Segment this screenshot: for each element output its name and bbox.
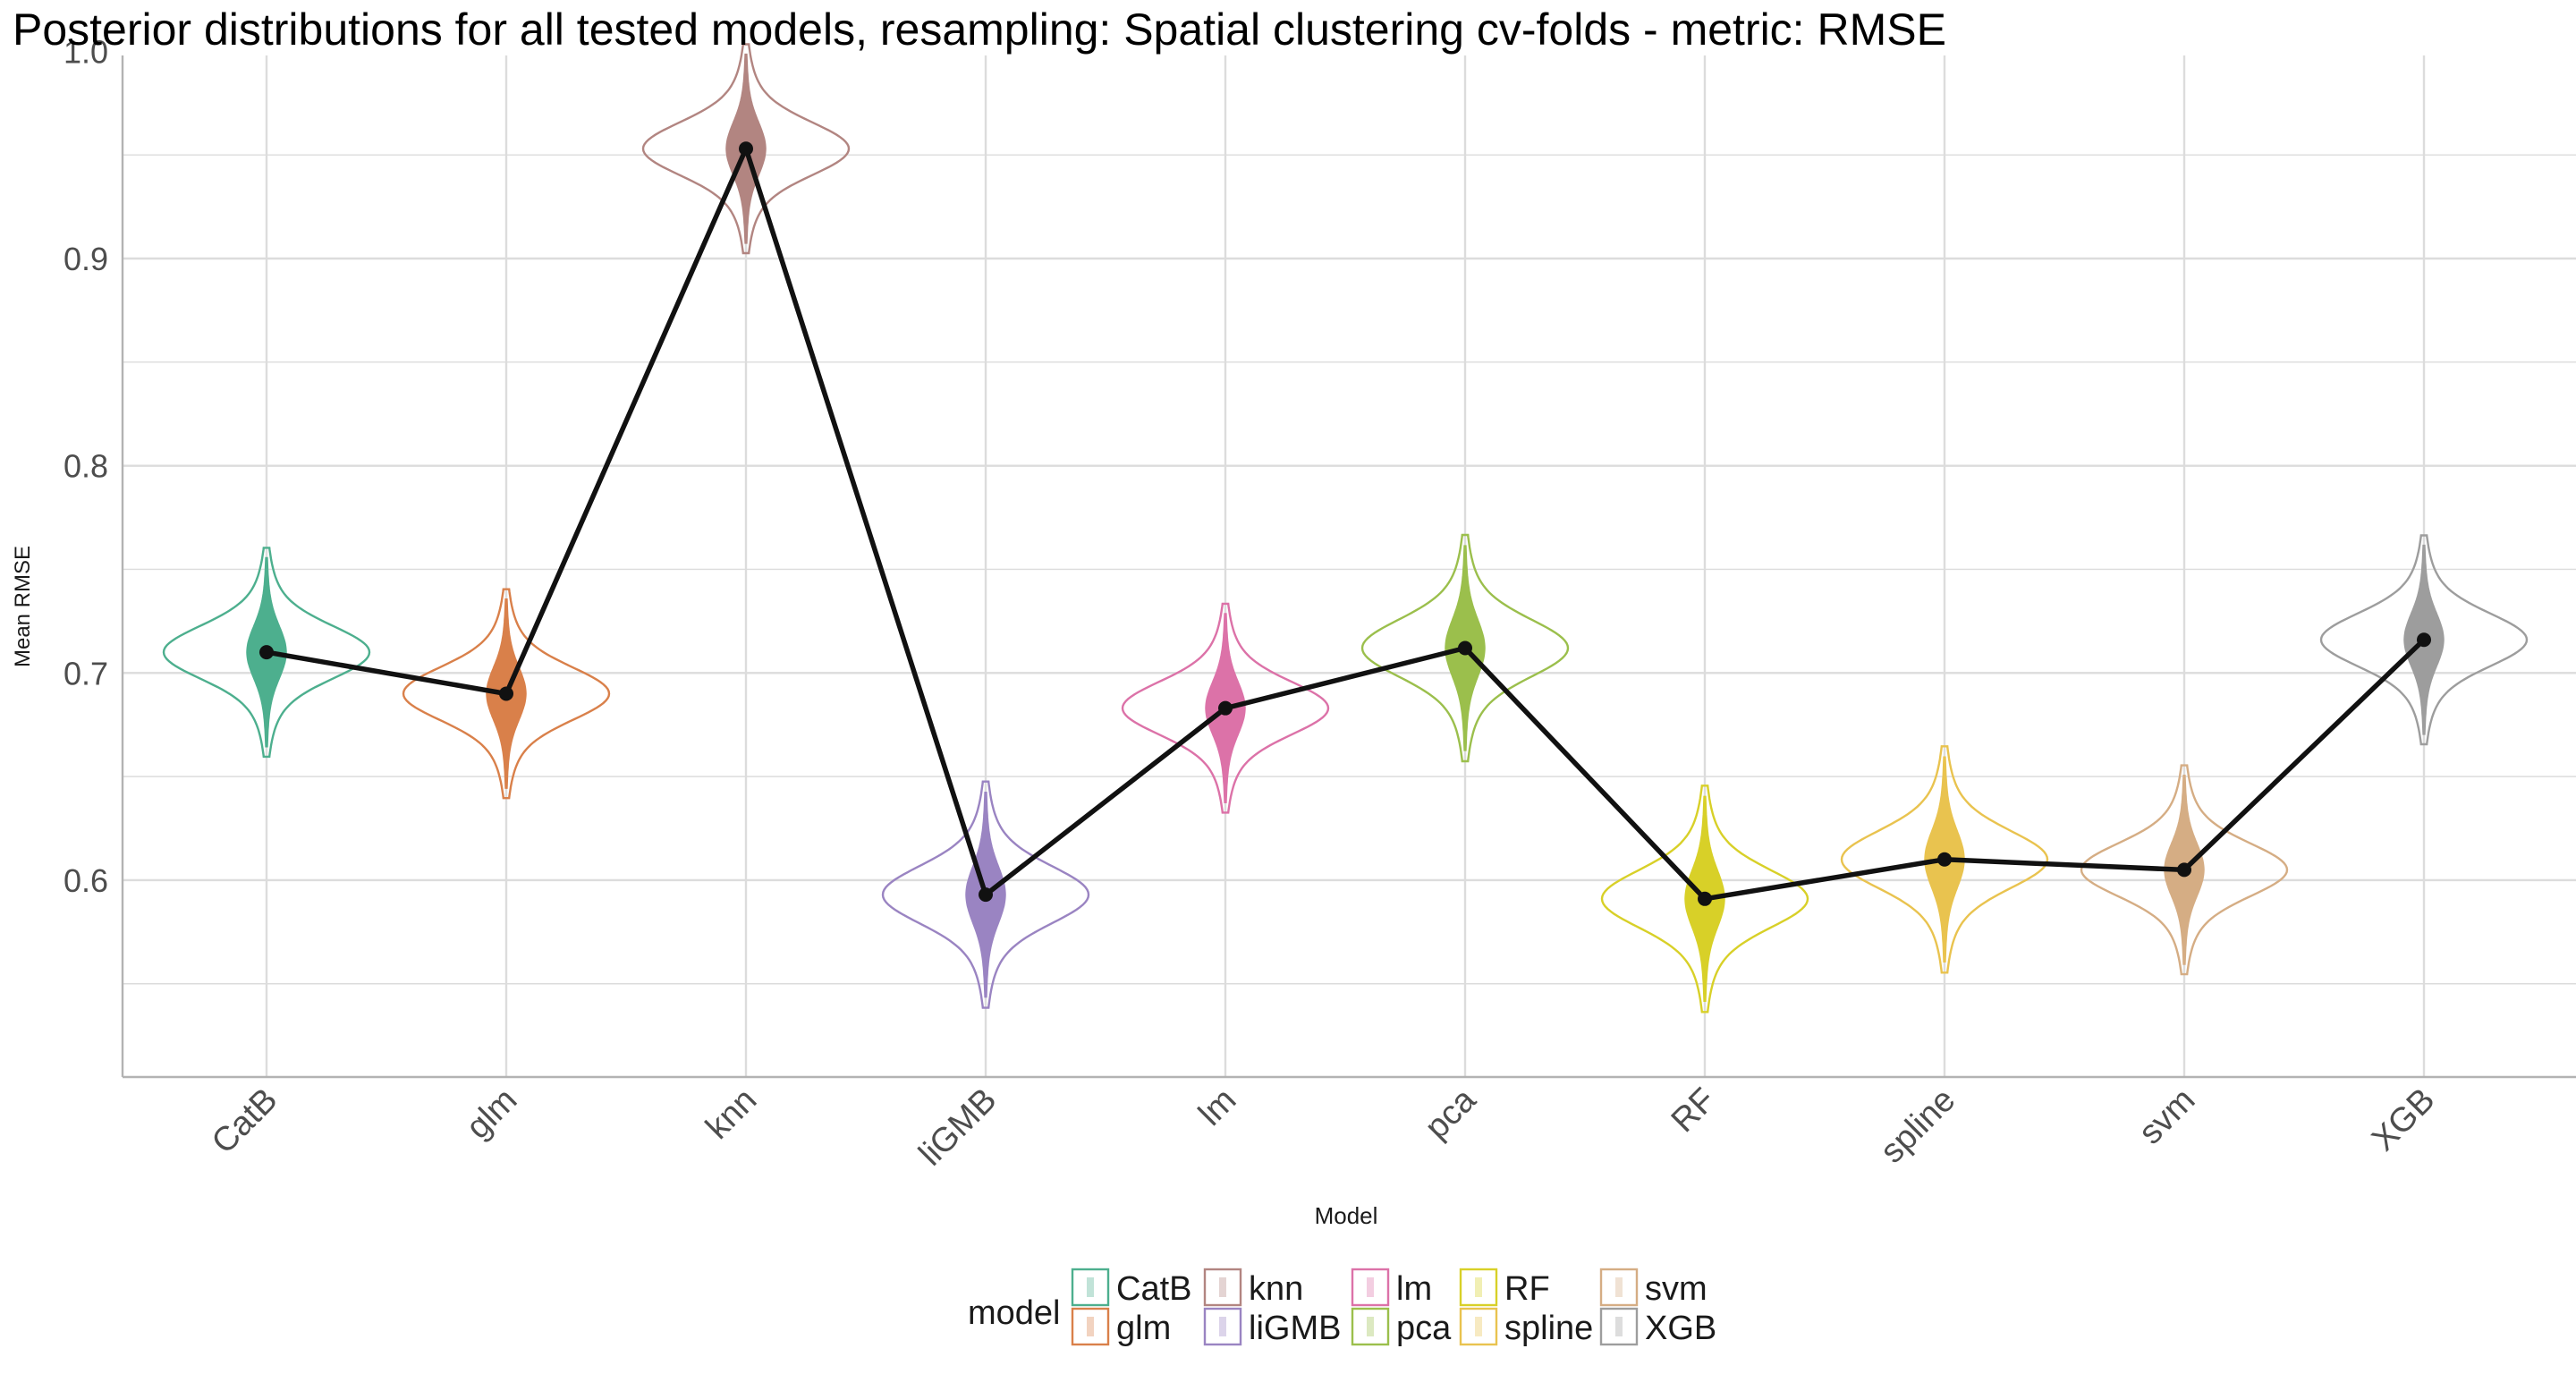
mean-point-CatB bbox=[259, 645, 274, 660]
violin-outline-knn bbox=[641, 43, 851, 255]
legend-title: model bbox=[968, 1294, 1061, 1332]
legend-item-glm: glm bbox=[1071, 1307, 1171, 1347]
mean-point-knn bbox=[739, 141, 753, 157]
legend-key-fill bbox=[1087, 1317, 1094, 1336]
legend-key bbox=[1459, 1307, 1498, 1346]
legend-label: lm bbox=[1396, 1270, 1432, 1308]
legend-label: XGB bbox=[1645, 1310, 1716, 1347]
legend-label: liGMB bbox=[1249, 1310, 1341, 1347]
legend-key bbox=[1599, 1307, 1639, 1346]
y-tick-labels: 0.6 0.7 0.8 0.9 1.0 bbox=[64, 33, 108, 899]
violin-outline-RF bbox=[1600, 785, 1809, 1014]
y-tick-label: 0.8 bbox=[64, 448, 108, 485]
legend-key bbox=[1071, 1268, 1110, 1307]
legend-item-XGB: XGB bbox=[1599, 1307, 1716, 1347]
legend-item-CatB: CatB bbox=[1071, 1268, 1191, 1308]
legend-label: svm bbox=[1645, 1270, 1707, 1308]
violin-outline-svm bbox=[2080, 764, 2289, 976]
legend-key-fill bbox=[1615, 1277, 1623, 1297]
mean-point-glm bbox=[499, 686, 513, 701]
mean-line bbox=[266, 146, 2426, 902]
mean-point-liGMB bbox=[979, 887, 993, 903]
legend-key bbox=[1351, 1268, 1390, 1307]
axes bbox=[121, 55, 2576, 1079]
violin-outline-XGB bbox=[2319, 534, 2529, 746]
legend-key-fill bbox=[1219, 1317, 1226, 1336]
legend-item-svm: svm bbox=[1599, 1268, 1707, 1308]
legend-key bbox=[1459, 1268, 1498, 1307]
legend-key-fill bbox=[1475, 1317, 1482, 1336]
legend-item-RF: RF bbox=[1459, 1268, 1550, 1308]
legend-key-fill bbox=[1475, 1277, 1482, 1297]
y-axis-title: Mean RMSE bbox=[11, 546, 35, 667]
y-tick-label: 1.0 bbox=[64, 33, 108, 70]
y-tick-label: 0.6 bbox=[64, 862, 108, 899]
legend-label: pca bbox=[1396, 1310, 1452, 1347]
legend-key-fill bbox=[1615, 1317, 1623, 1336]
legend-key bbox=[1599, 1268, 1639, 1307]
legend-item-knn: knn bbox=[1203, 1268, 1303, 1308]
legend-label: glm bbox=[1116, 1310, 1171, 1347]
y-tick-label: 0.9 bbox=[64, 241, 108, 277]
violin-outline-pca bbox=[1360, 533, 1570, 763]
mean-point-XGB bbox=[2417, 632, 2431, 648]
mean-point-svm bbox=[2177, 862, 2191, 878]
legend-label: spline bbox=[1504, 1310, 1593, 1347]
legend-item-lm: lm bbox=[1351, 1268, 1432, 1308]
legend-key bbox=[1351, 1307, 1390, 1346]
legend-key-fill bbox=[1367, 1277, 1374, 1297]
violin-outline-CatB bbox=[162, 547, 371, 759]
mean-point-lm bbox=[1218, 700, 1233, 716]
violin-outline-glm bbox=[402, 588, 611, 800]
violin-outline-liGMB bbox=[881, 780, 1090, 1009]
legend-label: CatB bbox=[1116, 1270, 1191, 1308]
legend-key-fill bbox=[1087, 1277, 1094, 1297]
legend-key bbox=[1071, 1307, 1110, 1346]
means-line-group bbox=[259, 141, 2431, 906]
mean-point-spline bbox=[1937, 852, 1952, 867]
legend-key bbox=[1203, 1268, 1242, 1307]
chart-title: Posterior distributions for all tested m… bbox=[13, 4, 1946, 55]
violin-outline-spline bbox=[1840, 745, 2049, 974]
legend-label: RF bbox=[1504, 1270, 1550, 1308]
legend-key-fill bbox=[1367, 1317, 1374, 1336]
legend-label: knn bbox=[1249, 1270, 1303, 1308]
legend-item-liGMB: liGMB bbox=[1203, 1307, 1341, 1347]
legend-item-spline: spline bbox=[1459, 1307, 1593, 1347]
legend-key-fill bbox=[1219, 1277, 1226, 1297]
mean-point-RF bbox=[1698, 891, 1712, 906]
mean-point-pca bbox=[1458, 640, 1472, 656]
legend-key bbox=[1203, 1307, 1242, 1346]
x-axis-title: Model bbox=[1315, 1202, 1378, 1229]
legend-item-pca: pca bbox=[1351, 1307, 1452, 1347]
y-tick-label: 0.7 bbox=[64, 655, 108, 691]
